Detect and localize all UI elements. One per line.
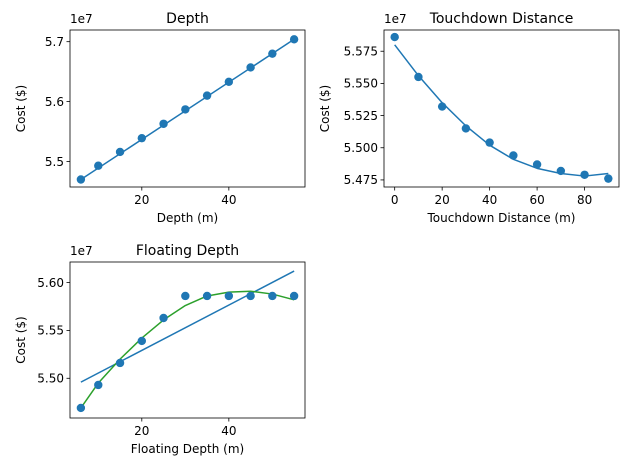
- plot-frame: [383, 29, 620, 188]
- data-point: [181, 291, 190, 301]
- data-point: [94, 380, 103, 390]
- y-tick-label: 5.550: [344, 77, 378, 91]
- y-tick-label: 5.500: [344, 141, 378, 155]
- y-offset-text: 1e7: [384, 12, 407, 26]
- y-tick-label: 5.5: [45, 155, 64, 169]
- data-point: [224, 291, 234, 301]
- chart-title: Floating Depth: [136, 243, 239, 259]
- data-point: [268, 291, 277, 301]
- y-offset-text: 1e7: [70, 244, 93, 258]
- data-point: [224, 77, 234, 87]
- data-point: [289, 35, 299, 44]
- data-point: [181, 105, 190, 114]
- x-tick-label: 20: [134, 424, 149, 438]
- x-tick-label: 20: [435, 193, 450, 207]
- x-tick-label: 40: [482, 193, 497, 207]
- data-point: [437, 102, 447, 111]
- data-point: [76, 403, 86, 413]
- data-point: [159, 313, 168, 323]
- subplot-touchdown: Touchdown Distance 1e7 0 20 40 60 80 5.475 5.500…: [318, 11, 620, 225]
- y-axis-label: Cost ($): [14, 316, 28, 364]
- data-point: [202, 291, 212, 301]
- y-offset-text: 1e7: [70, 12, 93, 26]
- data-point: [137, 133, 147, 143]
- y-tick-label: 5.50: [37, 372, 64, 386]
- data-point: [580, 170, 589, 179]
- x-tick-label: 40: [221, 424, 236, 438]
- data-point: [94, 161, 103, 170]
- y-tick-label: 5.575: [344, 45, 378, 59]
- data-point: [268, 49, 277, 58]
- plot-data: [390, 32, 613, 183]
- x-tick-label: 20: [134, 193, 149, 207]
- data-point: [137, 336, 147, 346]
- y-tick-label: 5.6: [45, 95, 64, 109]
- y-tick-label: 5.55: [37, 324, 64, 338]
- subplot-depth: Depth 1e7 20 40 5.5 5.6 5.7 Depth (m) Cost ($): [14, 11, 306, 225]
- data-point: [556, 166, 566, 176]
- data-point: [202, 91, 212, 100]
- x-axis-label: Touchdown Distance (m): [427, 211, 576, 225]
- x-tick-label: 40: [221, 193, 236, 207]
- data-point: [604, 174, 613, 183]
- data-point: [390, 32, 399, 42]
- y-tick-label: 5.475: [344, 173, 378, 187]
- x-tick-label: 60: [529, 193, 544, 207]
- series-line: [394, 44, 609, 177]
- y-tick-label: 5.60: [37, 276, 64, 290]
- y-axis-label: Cost ($): [14, 85, 28, 133]
- data-point: [159, 119, 168, 128]
- data-point: [485, 138, 494, 147]
- data-point: [414, 72, 423, 82]
- plot-frame: [69, 261, 306, 419]
- subplot-floating: Floating Depth 1e7 20 40 5.50 5.55 5.60 Floatin…: [14, 243, 306, 456]
- plot-frame: [69, 29, 306, 188]
- chart-title: Depth: [166, 11, 209, 27]
- x-tick-label: 80: [577, 193, 592, 207]
- data-point: [246, 291, 255, 301]
- data-point: [115, 147, 125, 157]
- data-point: [509, 151, 518, 160]
- y-tick-label: 5.525: [344, 109, 378, 123]
- y-tick-label: 5.7: [45, 35, 64, 49]
- x-tick-label: 0: [391, 193, 399, 207]
- x-axis-label: Floating Depth (m): [131, 442, 244, 456]
- data-point: [532, 160, 542, 169]
- plot-data: [76, 270, 299, 413]
- plot-data: [76, 35, 299, 184]
- data-point: [461, 124, 471, 133]
- series-line: [80, 290, 295, 409]
- x-axis-label: Depth (m): [157, 211, 218, 225]
- data-point: [76, 175, 86, 184]
- data-point: [246, 63, 255, 72]
- data-point: [289, 291, 299, 301]
- data-point: [115, 358, 125, 368]
- chart-title: Touchdown Distance: [429, 11, 574, 27]
- y-axis-label: Cost ($): [318, 85, 332, 133]
